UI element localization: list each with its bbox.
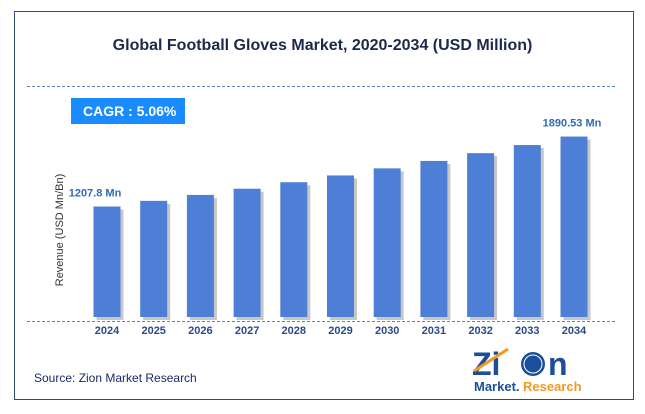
chart-frame — [14, 11, 634, 400]
x-tick-label: 2030 — [375, 325, 399, 337]
x-tick-label: 2029 — [328, 325, 352, 337]
x-tick-label: 2032 — [468, 325, 492, 337]
x-tick-label: 2028 — [282, 325, 306, 337]
chart-title: Global Football Gloves Market, 2020-2034… — [112, 37, 533, 54]
cagr-badge: CAGR : 5.06% — [71, 98, 185, 124]
svg-text:Research: Research — [523, 379, 582, 394]
data-label: 1890.53 Mn — [543, 118, 602, 130]
bar-2027 — [233, 188, 261, 317]
x-tick-label: 2025 — [141, 325, 165, 337]
bar-2031 — [420, 160, 448, 317]
data-label: 1207.8 Mn — [69, 188, 122, 200]
x-tick-label: 2024 — [95, 325, 120, 337]
bar-2032 — [467, 153, 495, 317]
bar-2029 — [327, 175, 354, 317]
baseline-divider — [27, 321, 615, 322]
bar-2026 — [186, 194, 214, 317]
bar-2030 — [373, 168, 401, 317]
source-text: Source: Zion Market Research — [34, 371, 197, 385]
bar-2025 — [140, 200, 168, 317]
x-tick-label: 2034 — [562, 325, 587, 337]
zion-logo: Zi n Market. Research — [472, 346, 582, 394]
svg-text:n: n — [548, 346, 568, 382]
bar-2024 — [93, 206, 121, 317]
x-tick-label: 2033 — [515, 325, 539, 337]
bar-2034 — [560, 136, 588, 317]
bar-2033 — [513, 145, 541, 317]
bar-2028 — [280, 182, 308, 317]
x-tick-label: 2027 — [235, 325, 259, 337]
x-tick-label: 2031 — [422, 325, 446, 337]
svg-text:Market.: Market. — [474, 379, 520, 394]
x-tick-label: 2026 — [188, 325, 212, 337]
top-divider — [27, 86, 615, 87]
